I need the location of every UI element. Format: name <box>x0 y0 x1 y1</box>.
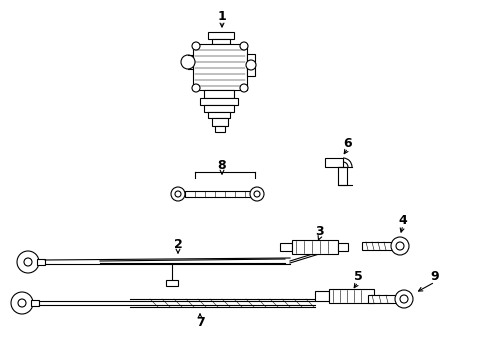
Circle shape <box>240 84 248 92</box>
Bar <box>338 243 348 251</box>
Circle shape <box>11 292 33 314</box>
Bar <box>247 54 255 76</box>
Bar <box>215 126 225 132</box>
Text: 6: 6 <box>343 136 352 149</box>
Circle shape <box>17 251 39 273</box>
Bar <box>37 259 45 265</box>
Circle shape <box>175 191 181 197</box>
Bar <box>292 240 338 254</box>
Circle shape <box>395 290 413 308</box>
Bar <box>212 39 230 44</box>
Bar <box>204 105 234 112</box>
Circle shape <box>391 237 409 255</box>
Circle shape <box>250 187 264 201</box>
Text: 1: 1 <box>218 9 226 23</box>
Circle shape <box>192 42 200 50</box>
Circle shape <box>396 242 404 250</box>
Bar <box>193 44 247 90</box>
Bar <box>200 98 238 105</box>
Bar <box>204 90 234 98</box>
Bar <box>208 112 230 118</box>
Bar <box>212 118 228 126</box>
Circle shape <box>192 84 200 92</box>
Bar <box>280 243 292 251</box>
Text: 3: 3 <box>316 225 324 238</box>
Bar <box>329 289 374 303</box>
Circle shape <box>400 295 408 303</box>
Bar <box>368 295 396 303</box>
Text: 5: 5 <box>354 270 363 284</box>
Bar <box>208 32 234 39</box>
Text: 7: 7 <box>196 315 204 328</box>
Bar <box>325 158 343 167</box>
Text: 2: 2 <box>173 238 182 251</box>
Text: 9: 9 <box>431 270 440 284</box>
Circle shape <box>254 191 260 197</box>
Circle shape <box>181 55 195 69</box>
Circle shape <box>240 42 248 50</box>
Bar <box>315 291 329 301</box>
Bar <box>166 280 178 286</box>
Circle shape <box>246 60 256 70</box>
Circle shape <box>24 258 32 266</box>
Bar <box>185 191 253 197</box>
Circle shape <box>171 187 185 201</box>
Bar <box>338 167 347 185</box>
Text: 4: 4 <box>399 213 407 226</box>
Bar <box>362 242 392 250</box>
Bar <box>31 300 39 306</box>
Text: 8: 8 <box>218 158 226 171</box>
Circle shape <box>18 299 26 307</box>
